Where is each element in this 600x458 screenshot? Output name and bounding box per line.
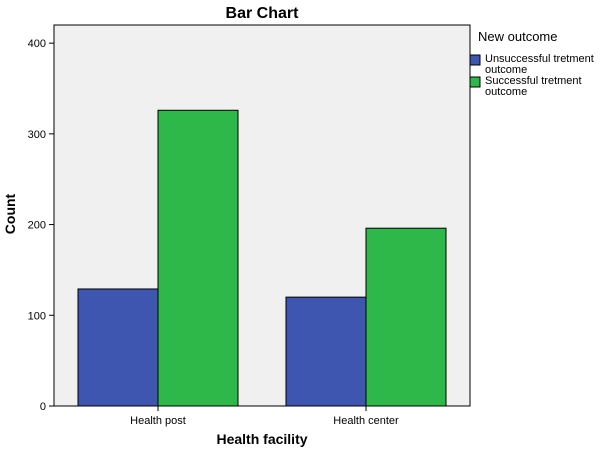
y-tick-label: 0: [40, 401, 46, 413]
bar-unsuccessful-1: [285, 296, 367, 407]
x-tick-label: Health center: [333, 415, 399, 427]
x-axis-title: Health facility: [216, 431, 307, 447]
bar-successful-0: [157, 109, 239, 407]
y-tick-label: 100: [28, 310, 46, 322]
x-tick-label: Health post: [130, 415, 186, 427]
legend-swatch: [469, 76, 481, 88]
y-tick-label: 200: [28, 220, 46, 232]
legend-title: New outcome: [478, 29, 557, 44]
legend-swatch: [469, 54, 481, 66]
legend-label: outcome: [485, 64, 527, 76]
legend-label: Successful tretment: [485, 75, 582, 87]
y-axis-title: Count: [2, 193, 18, 234]
legend-label: Unsuccessful tretment: [485, 53, 594, 65]
y-axis: 0 100 200 300 400: [28, 38, 54, 413]
y-tick-label: 400: [28, 38, 46, 50]
y-tick-label: 300: [28, 129, 46, 141]
x-axis: Health post Health center: [130, 406, 399, 427]
legend-label: outcome: [485, 86, 527, 98]
bar-unsuccessful-0: [77, 288, 159, 407]
bar-successful-1: [365, 227, 447, 407]
chart-title: Bar Chart: [226, 5, 300, 22]
bars-group: [77, 109, 447, 407]
